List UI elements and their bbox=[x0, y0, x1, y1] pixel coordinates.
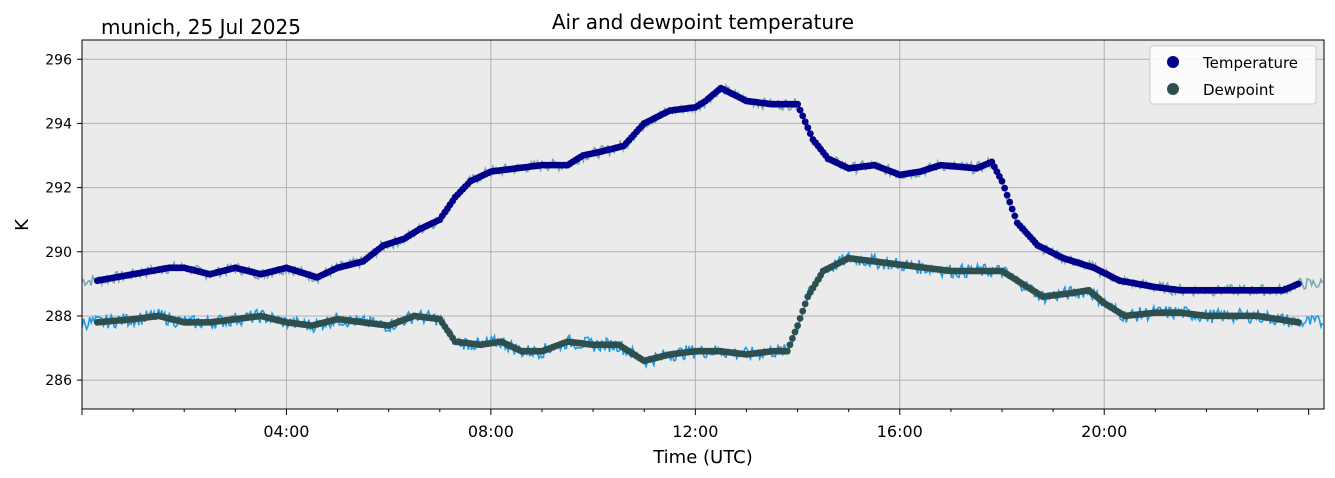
x-tick-label: 20:00 bbox=[1081, 422, 1127, 441]
data-point bbox=[806, 130, 814, 138]
x-tick-label: 12:00 bbox=[672, 422, 718, 441]
data-point bbox=[794, 322, 801, 329]
y-tick-label: 286 bbox=[45, 373, 72, 389]
legend-marker-temperature bbox=[1167, 56, 1179, 68]
data-point bbox=[1001, 184, 1008, 192]
data-point bbox=[801, 118, 809, 126]
legend-marker-dewpoint bbox=[1167, 83, 1179, 95]
data-point bbox=[1295, 280, 1302, 288]
legend-label-temperature: Temperature bbox=[1202, 54, 1298, 72]
x-axis: 04:00 08:00 12:00 16:00 20:00 bbox=[81, 409, 1310, 441]
grid bbox=[82, 40, 1324, 409]
data-point bbox=[1003, 191, 1011, 199]
data-point bbox=[791, 328, 799, 336]
data-point bbox=[804, 124, 812, 132]
data-point bbox=[1006, 198, 1014, 206]
x-tick-label: 08:00 bbox=[468, 422, 514, 441]
x-tick-label: 04:00 bbox=[263, 422, 309, 441]
y-tick-label: 296 bbox=[45, 52, 72, 68]
y-tick-label: 292 bbox=[45, 181, 72, 197]
y-axis: 286 288 290 292 294 296 bbox=[45, 52, 82, 389]
legend: Temperature Dewpoint bbox=[1149, 45, 1317, 105]
data-point bbox=[1295, 319, 1302, 326]
y-tick-label: 288 bbox=[45, 309, 72, 325]
data-point bbox=[799, 307, 807, 315]
data-point bbox=[801, 300, 809, 308]
data-point bbox=[794, 100, 801, 108]
data-point bbox=[786, 341, 794, 349]
y-tick-label: 290 bbox=[45, 245, 72, 261]
series-temperature bbox=[93, 84, 1302, 294]
y-axis-label: K bbox=[12, 218, 33, 231]
chart-subtitle: munich, 25 Jul 2025 bbox=[101, 15, 301, 39]
legend-label-dewpoint: Dewpoint bbox=[1203, 81, 1274, 99]
data-point bbox=[998, 177, 1006, 185]
y-tick-label: 294 bbox=[45, 116, 72, 132]
data-point bbox=[783, 347, 791, 355]
plot-frame bbox=[81, 39, 1325, 410]
data-point bbox=[1011, 212, 1019, 220]
series-dewpoint bbox=[93, 254, 1302, 365]
legend-box bbox=[1149, 45, 1317, 105]
data-point bbox=[796, 106, 804, 114]
x-tick-label: 16:00 bbox=[877, 422, 923, 441]
data-point bbox=[799, 112, 807, 120]
series-layer bbox=[93, 84, 1302, 365]
chart-title: Air and dewpoint temperature bbox=[552, 10, 854, 34]
data-point bbox=[789, 335, 796, 342]
data-point bbox=[796, 315, 804, 322]
x-axis-label: Time (UTC) bbox=[652, 447, 753, 468]
data-point bbox=[1008, 205, 1016, 213]
